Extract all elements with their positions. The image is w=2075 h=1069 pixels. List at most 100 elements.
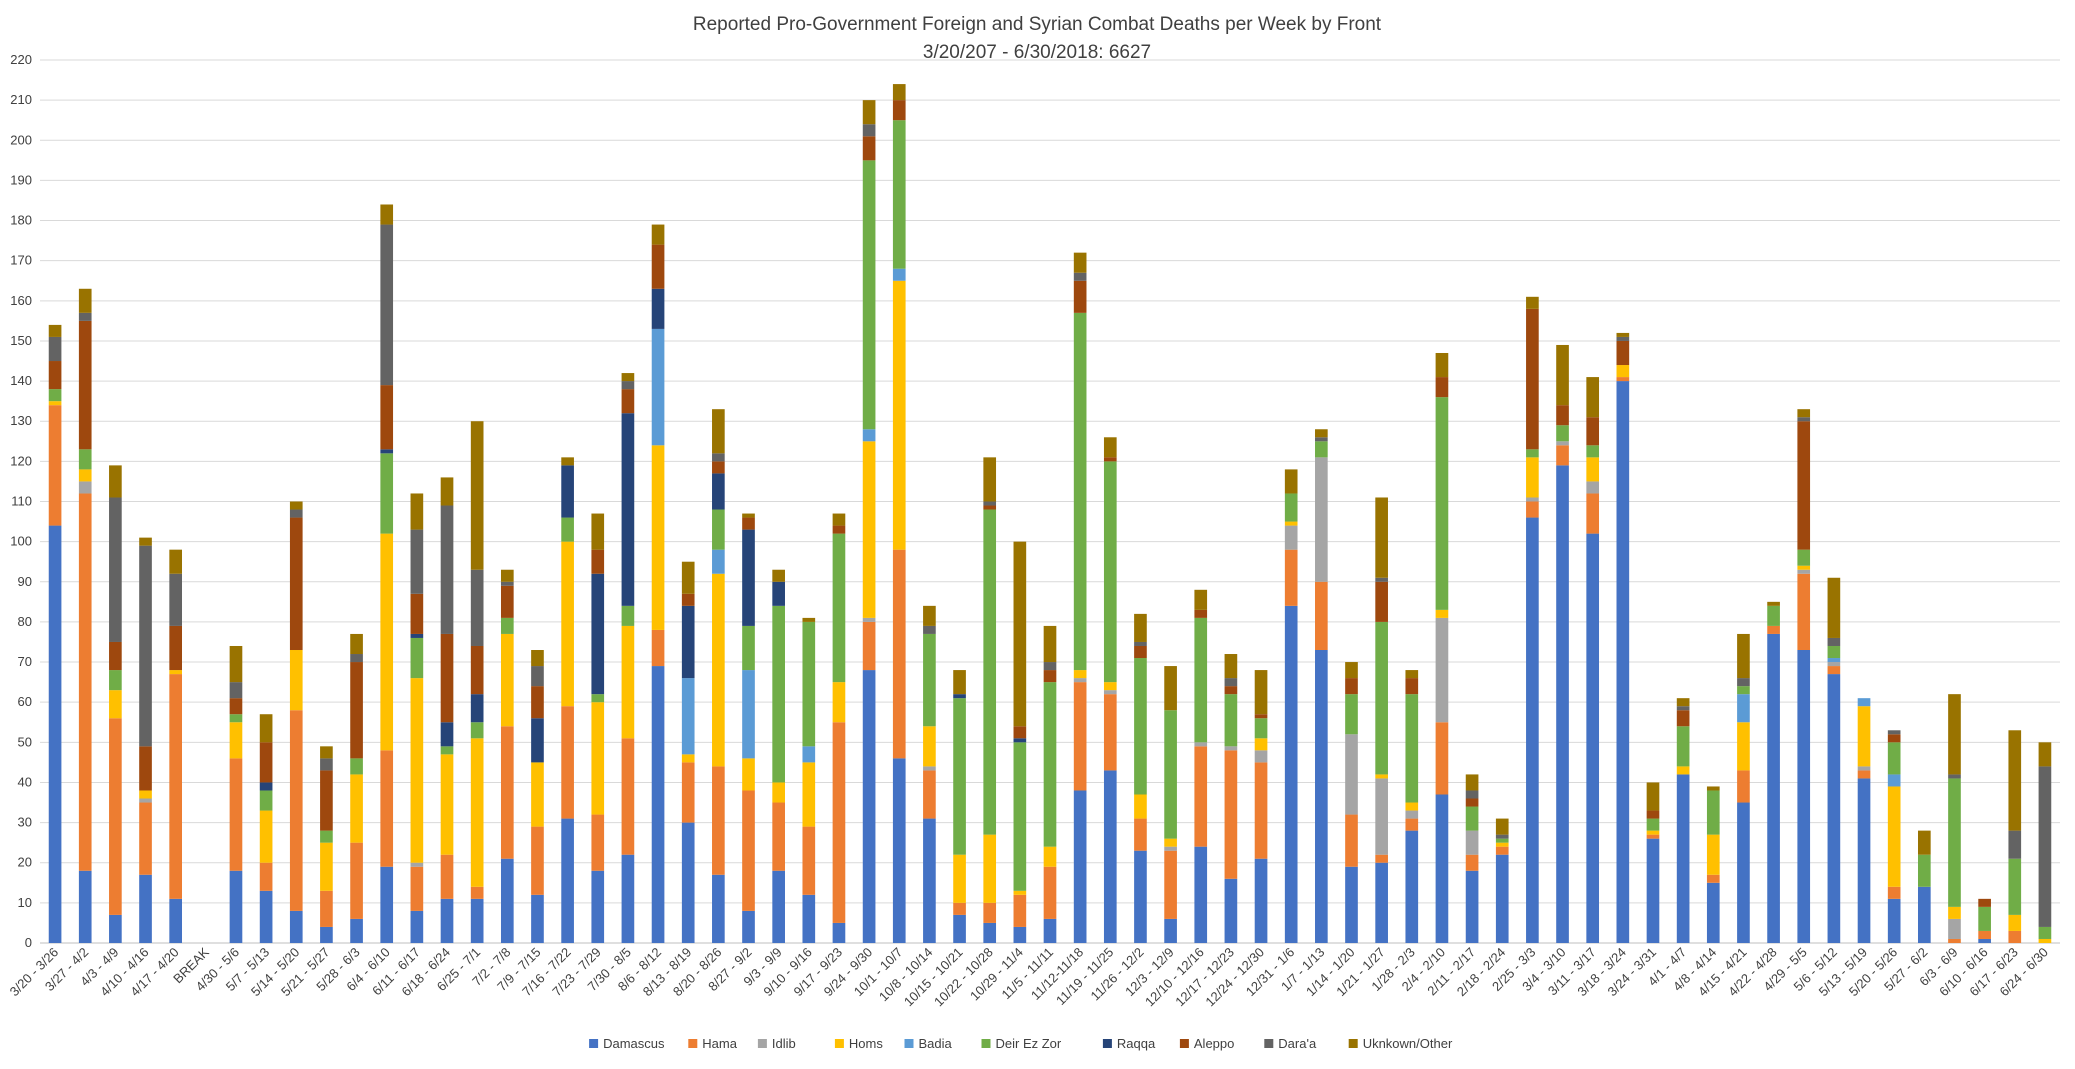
bar-segment [410,633,424,638]
bar-segment [1586,377,1600,418]
bar-segment [742,625,755,671]
bar-segment [1646,782,1660,811]
bar-segment [350,662,363,759]
y-tick-label: 120 [10,453,32,468]
bar-segment [440,505,454,634]
bar-segment [1043,662,1057,671]
y-tick-label: 50 [18,734,32,749]
bar-segment [1586,533,1600,943]
bar-segment [1706,790,1720,835]
y-tick-label: 200 [10,132,32,147]
bar-segment [862,136,876,161]
y-tick-label: 30 [18,815,32,830]
bar-segment [1375,774,1388,779]
bar-segment [1465,790,1479,799]
bar-segment [1646,818,1660,831]
bar-segment [1134,658,1147,795]
bar-segment [1526,497,1539,502]
bar-segment [289,910,303,943]
bar-segment [169,573,183,626]
bar-segment [681,822,695,943]
bar-segment [440,633,454,723]
bar-segment [139,790,152,799]
bar-segment [139,802,152,875]
bar-segment [1526,457,1539,498]
bar-segment [78,449,92,470]
bar-segment [561,517,574,542]
bar-segment [470,569,484,646]
bar-segment [742,513,755,518]
bar-segment [1616,336,1630,341]
bar-segment [1345,694,1358,735]
bar-segment [1495,846,1509,855]
bar-segment [681,605,695,679]
bar-segment [1375,497,1388,578]
bar-segment [109,914,122,943]
bar-segment [1164,710,1177,839]
y-tick-label: 140 [10,373,32,388]
bar-segment [1224,654,1238,679]
bar-segment [712,461,725,474]
bar-segment [320,830,333,843]
bar-segment [2038,938,2052,943]
y-tick-label: 10 [18,895,32,910]
bar-segment [1676,726,1690,767]
bar-segment [1224,750,1238,879]
bar-segment [1737,802,1750,943]
bar-segment [1134,645,1147,659]
bar-segment [500,858,514,943]
bar-segment [1013,541,1027,727]
bar-segment [651,666,665,943]
bar-segment [892,280,906,550]
bar-segment [470,645,484,695]
bar-segment [1345,734,1358,815]
bar-segment [923,766,936,771]
bar-segment [1978,898,1991,907]
bar-segment [470,421,484,570]
bar-segment [892,758,906,943]
bar-segment [1646,830,1660,835]
bar-segment [1134,794,1147,819]
bar-segment [1586,481,1600,494]
bar-segment [320,770,333,831]
bar-segment [169,625,183,671]
bar-segment [1345,866,1358,943]
bar-segment [380,750,394,867]
y-tick-label: 80 [18,614,32,629]
bar-segment [1254,738,1268,751]
y-tick-label: 70 [18,654,32,669]
bar-segment [1797,650,1811,943]
bar-segment [1737,633,1750,679]
bar-segment [862,429,876,442]
bar-segment [1495,834,1509,839]
bar-segment [1073,670,1087,679]
bar-segment [892,549,906,759]
bar-segment [1013,890,1027,895]
legend-label: Deir Ez Zor [996,1036,1062,1051]
bar-segment [289,517,303,651]
bar-segment [1676,706,1690,711]
bar-segment [1284,521,1298,526]
bar-segment [923,726,936,767]
bar-segment [1345,814,1358,867]
bar-segment [320,890,333,927]
bar-segment [1797,573,1811,651]
bar-segment [259,890,273,943]
bar-segment [1073,682,1087,791]
y-tick-label: 100 [10,534,32,549]
bar-segment [1948,774,1961,779]
bar-segment [470,694,484,723]
bar-segment [1586,457,1600,482]
bar-segment [531,650,544,667]
bar-segment [229,714,243,723]
bar-segment [1767,633,1780,943]
bar-segment [410,678,424,863]
bar-segment [2008,914,2022,931]
bar-segment [742,790,755,911]
bar-segment [1194,609,1208,618]
bar-segment [1857,706,1871,767]
bar-segment [1586,445,1600,458]
bar-segment [1224,746,1238,751]
bar-segment [1616,332,1630,337]
bar-segment [2008,858,2022,915]
